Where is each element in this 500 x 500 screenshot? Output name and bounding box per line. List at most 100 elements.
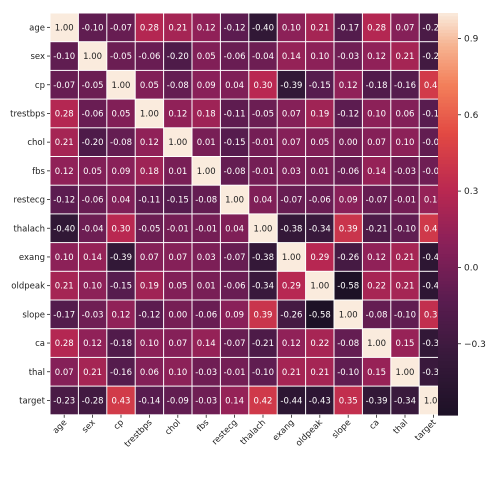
heatmap-cell-restecg-oldpeak (306, 185, 334, 214)
colorbar-segment (438, 411, 458, 416)
colorbar-segment (438, 103, 458, 108)
cell-value-fbs-ca: 0.14 (367, 167, 386, 177)
heatmap-cell-sex-oldpeak (306, 42, 334, 70)
cell-value-exang-slope: -0.26 (337, 253, 359, 263)
colorbar-segment (438, 19, 458, 24)
colorbar-segment (438, 381, 458, 386)
cell-value-trestbps-sex: -0.06 (82, 109, 104, 119)
cell-value-thalach-age: -0.40 (53, 224, 75, 234)
cell-value-fbs-age: 0.12 (55, 167, 74, 177)
cell-value-age-oldpeak: 0.21 (310, 23, 329, 33)
colorbar-segment (438, 153, 458, 158)
heatmap-cell-restecg-fbs (192, 185, 220, 214)
cell-value-chol-restecg: -0.15 (224, 138, 246, 148)
colorbar-segment (438, 408, 458, 413)
cell-value-trestbps-age: 0.28 (55, 109, 74, 119)
cell-value-oldpeak-target: -0.43 (422, 282, 444, 292)
x-tick-label-chol: chol (163, 418, 183, 438)
cell-value-oldpeak-fbs: 0.01 (197, 282, 216, 292)
cell-value-trestbps-slope: -0.12 (337, 109, 359, 119)
colorbar-segment (438, 274, 458, 279)
cell-value-ca-ca: 1.00 (367, 339, 386, 349)
heatmap-cell-fbs-chol (164, 157, 192, 185)
cell-value-ca-fbs: 0.14 (197, 339, 216, 349)
heatmap-cell-chol-chol (164, 128, 192, 156)
colorbar-segment (438, 177, 458, 182)
cell-value-ca-slope: -0.08 (337, 339, 359, 349)
colorbar-segment (438, 133, 458, 138)
heatmap-cell-thal-age (50, 357, 78, 386)
cell-value-thalach-slope: 0.39 (339, 224, 358, 234)
y-tick-label-chol: chol (27, 138, 45, 148)
heatmap-cell-restecg-ca (362, 185, 391, 214)
heatmap-cell-sex-ca (362, 42, 391, 70)
cell-value-oldpeak-ca: 0.22 (367, 282, 386, 292)
cell-value-exang-restecg: -0.07 (224, 253, 246, 263)
colorbar-segment (438, 123, 458, 128)
cell-value-thal-thal: 1.00 (396, 368, 415, 378)
cell-value-target-thal: -0.34 (394, 396, 416, 406)
cell-value-target-cp: 0.43 (112, 396, 131, 406)
cell-value-age-cp: -0.07 (110, 23, 132, 33)
heatmap-cell-chol-restecg (220, 128, 249, 156)
heatmap-cell-ca-fbs (192, 329, 220, 357)
heatmap-cell-sex-chol (164, 42, 192, 70)
colorbar-segment (438, 180, 458, 185)
heatmap-cell-fbs-fbs (192, 157, 220, 185)
colorbar-segment (438, 143, 458, 148)
cell-value-chol-exang: 0.07 (282, 138, 301, 148)
cell-value-restecg-cp: 0.04 (112, 196, 131, 206)
heatmap-cell-sex-thal (391, 42, 419, 70)
heatmap-cell-thalach-sex (78, 214, 107, 243)
colorbar-segment (438, 23, 458, 27)
heatmap-cell-exang-cp (107, 243, 135, 271)
heatmap-cell-chol-slope (334, 128, 362, 156)
colorbar-segment (438, 257, 458, 262)
colorbar-segment (438, 291, 458, 295)
cell-value-cp-thalach: 0.30 (254, 81, 273, 91)
heatmap-cell-fbs-exang (277, 157, 306, 185)
cell-value-oldpeak-thalach: -0.34 (252, 282, 274, 292)
cell-value-sex-chol: -0.20 (167, 52, 189, 62)
heatmap-cell-ca-thalach (249, 329, 277, 357)
cell-value-trestbps-chol: 0.12 (168, 109, 187, 119)
cell-value-slope-trestbps: -0.12 (138, 310, 160, 320)
heatmap-cell-ca-oldpeak (306, 329, 334, 357)
cell-value-slope-exang: -0.26 (280, 310, 302, 320)
cell-value-sex-exang: 0.14 (282, 52, 301, 62)
heatmap-cell-trestbps-fbs (192, 99, 220, 128)
cell-value-target-thalach: 0.42 (254, 396, 273, 406)
cell-value-fbs-sex: 0.05 (83, 167, 102, 177)
heatmap-cell-restecg-sex (78, 185, 107, 214)
cell-value-chol-thal: 0.10 (396, 138, 415, 148)
colorbar-segment (438, 287, 458, 292)
y-tick-label-fbs: fbs (32, 167, 45, 177)
y-tick-label-slope: slope (22, 310, 45, 320)
cell-value-exang-target: -0.44 (422, 253, 444, 263)
heatmap-cell-age-chol (164, 13, 192, 42)
cell-value-target-target: 1.00 (424, 396, 443, 406)
colorbar-segment (438, 76, 458, 81)
colorbar-segment (438, 150, 458, 155)
heatmap-cell-ca-chol (164, 329, 192, 357)
cell-value-ca-exang: 0.12 (282, 339, 301, 349)
cell-value-chol-age: 0.21 (55, 138, 74, 148)
cell-value-exang-oldpeak: 0.29 (310, 253, 329, 263)
cell-value-exang-thal: 0.21 (396, 253, 415, 263)
cell-value-restecg-fbs: -0.08 (195, 196, 217, 206)
colorbar-segment (438, 140, 458, 145)
cell-value-trestbps-ca: 0.10 (367, 109, 386, 119)
colorbar-segment (438, 348, 458, 352)
heatmap-cell-cp-slope (334, 70, 362, 99)
colorbar-segment (438, 163, 458, 168)
heatmap-cell-sex-sex (78, 42, 107, 70)
colorbar-segment (438, 170, 458, 175)
heatmap-cell-trestbps-slope (334, 99, 362, 128)
heatmap-cell-cp-thal (391, 70, 419, 99)
cell-value-trestbps-oldpeak: 0.19 (310, 109, 329, 119)
heatmap-cell-oldpeak-ca (362, 271, 391, 300)
heatmap-cell-chol-cp (107, 128, 135, 156)
cell-value-fbs-chol: 0.01 (168, 167, 187, 177)
colorbar-segment (438, 200, 458, 205)
cell-value-age-thalach: -0.40 (252, 23, 274, 33)
